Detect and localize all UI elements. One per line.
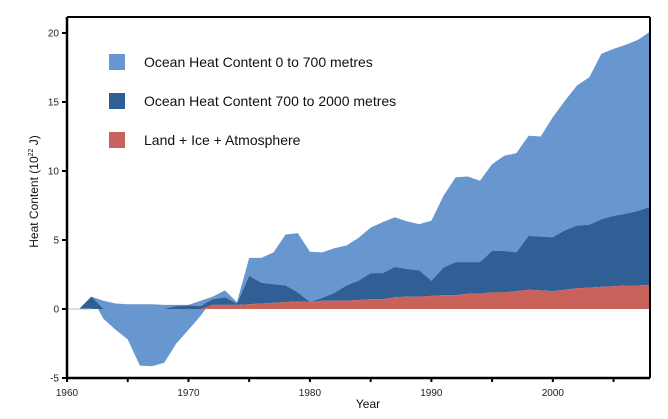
legend-label: Land + Ice + Atmosphere bbox=[144, 132, 301, 148]
x-axis-title: Year bbox=[356, 397, 380, 411]
y-axis-title: Heat Content (1022 J) bbox=[27, 135, 41, 248]
x-tick-label: 1970 bbox=[177, 388, 200, 399]
legend-swatch bbox=[109, 93, 125, 109]
x-tick-label: 2000 bbox=[542, 388, 565, 399]
area-ocean-heat-content-0-to-700-metres bbox=[67, 31, 650, 367]
y-tick-label: 0 bbox=[53, 305, 59, 316]
y-tick-label: 5 bbox=[53, 236, 59, 247]
legend-item-ocean-heat-content-700-to-2000-metres: Ocean Heat Content 700 to 2000 metres bbox=[109, 93, 396, 109]
y-tick-label: -5 bbox=[50, 374, 59, 385]
legend-label: Ocean Heat Content 0 to 700 metres bbox=[144, 54, 373, 70]
y-tick-label: 10 bbox=[48, 167, 60, 178]
x-tick-label: 1980 bbox=[299, 388, 322, 399]
y-tick-label: 20 bbox=[48, 29, 60, 40]
x-ticks: 1960 1970 1980 1990 2000 bbox=[56, 378, 615, 399]
y-tick-label: 15 bbox=[48, 98, 60, 109]
legend-item-land-ice-atmosphere: Land + Ice + Atmosphere bbox=[109, 132, 301, 148]
area-layer bbox=[67, 31, 650, 367]
area-ocean-heat-content-700-to-2000-metres bbox=[67, 206, 650, 309]
area-land-ice-atmosphere bbox=[67, 284, 650, 309]
legend: Ocean Heat Content 0 to 700 metres Ocean … bbox=[109, 54, 396, 148]
y-axis-title-exponent: 22 bbox=[28, 148, 35, 156]
legend-swatch bbox=[109, 54, 125, 70]
y-axis-title-unit: J) bbox=[27, 135, 41, 148]
x-tick-label: 1990 bbox=[420, 388, 443, 399]
legend-swatch bbox=[109, 132, 125, 148]
y-ticks: -5 0 5 10 15 20 bbox=[48, 29, 67, 385]
y-axis-title-main: Heat Content (10 bbox=[27, 156, 41, 248]
x-tick-label: 1960 bbox=[56, 388, 79, 399]
legend-item-ocean-heat-content-0-to-700-metres: Ocean Heat Content 0 to 700 metres bbox=[109, 54, 373, 70]
legend-label: Ocean Heat Content 700 to 2000 metres bbox=[144, 93, 396, 109]
